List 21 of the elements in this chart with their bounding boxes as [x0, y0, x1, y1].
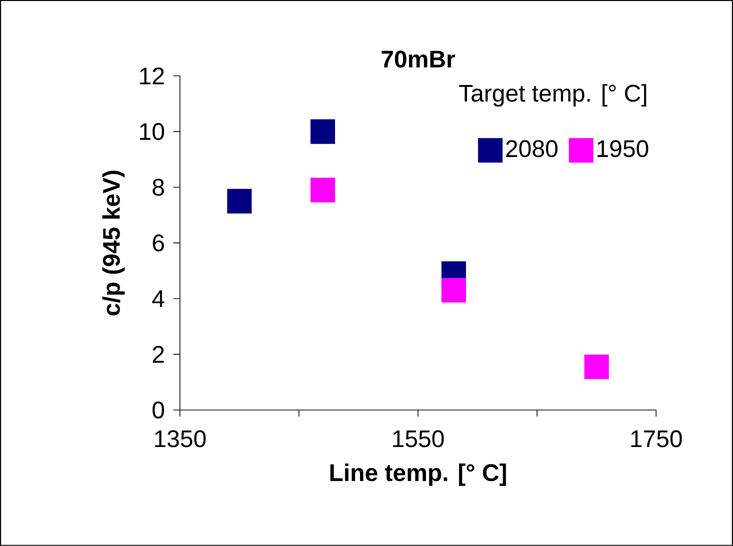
point: [310, 178, 336, 202]
point: [310, 119, 336, 144]
y-tick-label: 0: [152, 402, 164, 419]
legend-label: 1950: [598, 140, 648, 158]
y-tick-label: 2: [152, 346, 164, 363]
y-axis-title: c/p (945 keV): [102, 170, 125, 316]
point: [584, 354, 609, 380]
legend-title: Target temp. [° C]: [459, 84, 646, 107]
x-axis-title: Line temp. [° C]: [330, 464, 506, 486]
point: [441, 278, 466, 303]
y-tick-label: 8: [152, 178, 164, 196]
y-tick-label: 10: [140, 123, 164, 140]
y-tick-label: 12: [140, 68, 164, 84]
y-tick-label: 4: [152, 290, 164, 307]
x-tick-label: 1350: [155, 430, 206, 448]
x-tick-label: 1550: [393, 430, 444, 448]
chart-title: 70mBr: [382, 50, 455, 68]
point: [227, 188, 252, 214]
y-tick-label: 6: [152, 234, 164, 252]
x-tick-label: 1750: [631, 430, 682, 448]
legend-label: 2080: [506, 140, 558, 158]
